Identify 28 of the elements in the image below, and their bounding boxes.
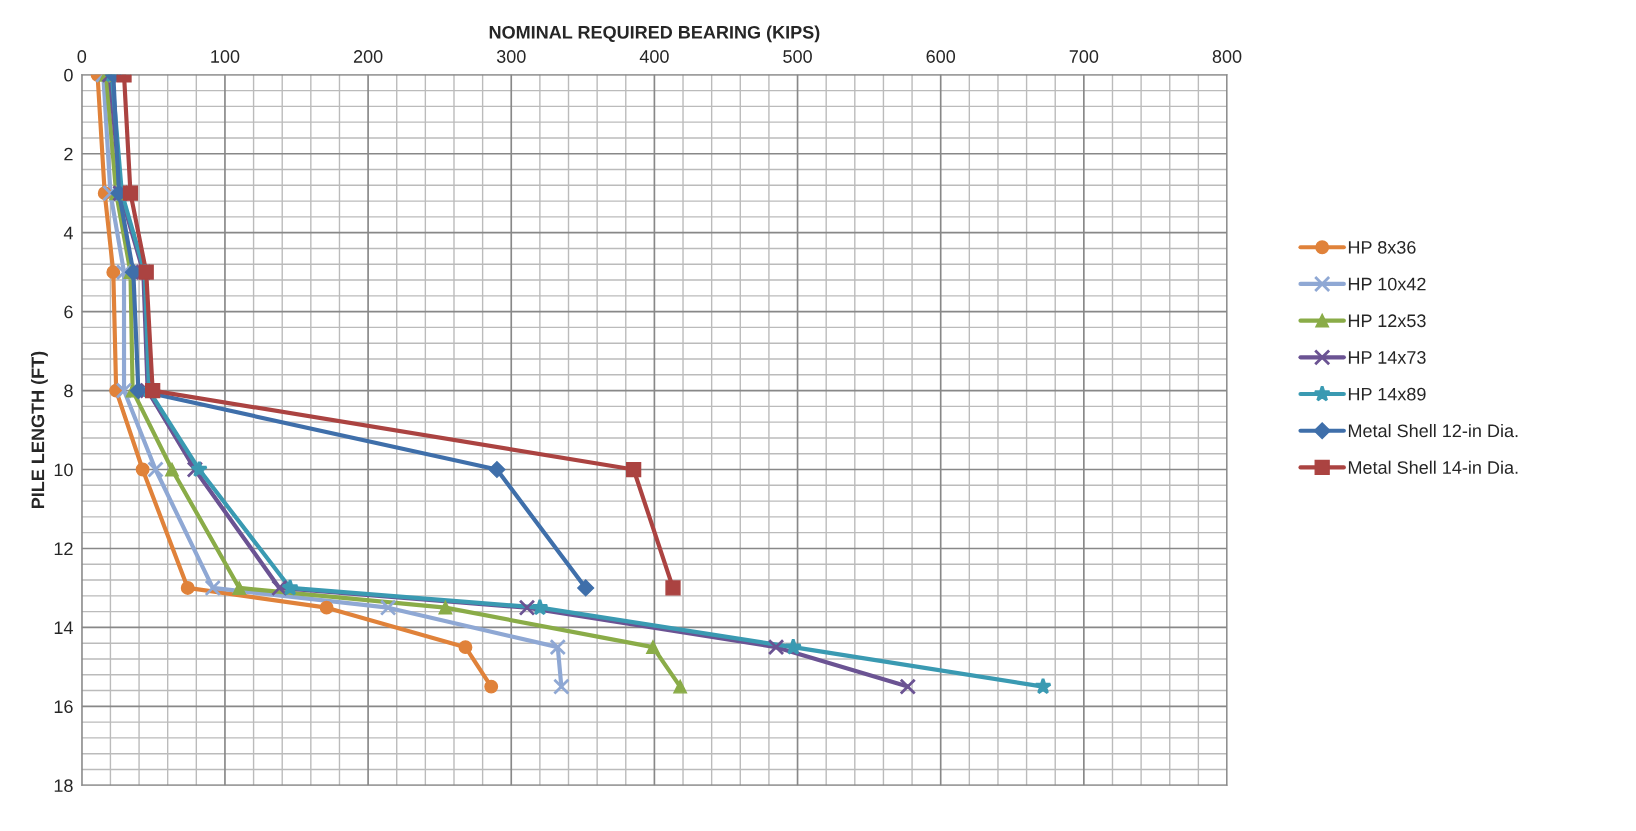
legend-label: HP 10x42 [1348,277,1426,291]
legend-label: HP 8x36 [1348,240,1416,254]
x-tick-label: 400 [639,50,669,63]
y-tick-label: 10 [54,463,73,477]
y-tick-label: 4 [63,226,73,240]
x-tick-label: 800 [1212,50,1242,63]
x-tick-label: 100 [211,50,240,63]
legend-label: HP 12x53 [1348,314,1426,328]
legend-label: HP 14x89 [1348,387,1426,401]
legend-label: Metal Shell 14-in Dia. [1348,460,1518,474]
y-tick-label: 16 [54,700,73,714]
y-tick-label: 6 [64,305,73,319]
legend-label: Metal Shell 12-in Dia. [1348,423,1518,438]
x-tick-label: 700 [1069,50,1099,63]
y-tick-label: 0 [64,68,73,82]
y-tick-label: 8 [64,384,73,398]
y-tick-label: 14 [54,621,73,634]
x-tick-label: 300 [496,50,526,63]
x-axis-title: NOMINAL REQUIRED BEARING (KIPS) [489,25,820,43]
x-tick-label: 600 [926,50,956,63]
y-tick-label: 2 [64,147,73,161]
x-tick-label: 200 [353,50,383,63]
legend-label: HP 14x73 [1348,351,1426,364]
y-axis-title: PILE LENGTH (FT) [31,351,48,509]
y-tick-label: 12 [54,542,73,555]
x-tick-label: 0 [77,50,87,63]
y-tick-label: 18 [54,779,73,793]
x-tick-label: 500 [783,50,812,63]
